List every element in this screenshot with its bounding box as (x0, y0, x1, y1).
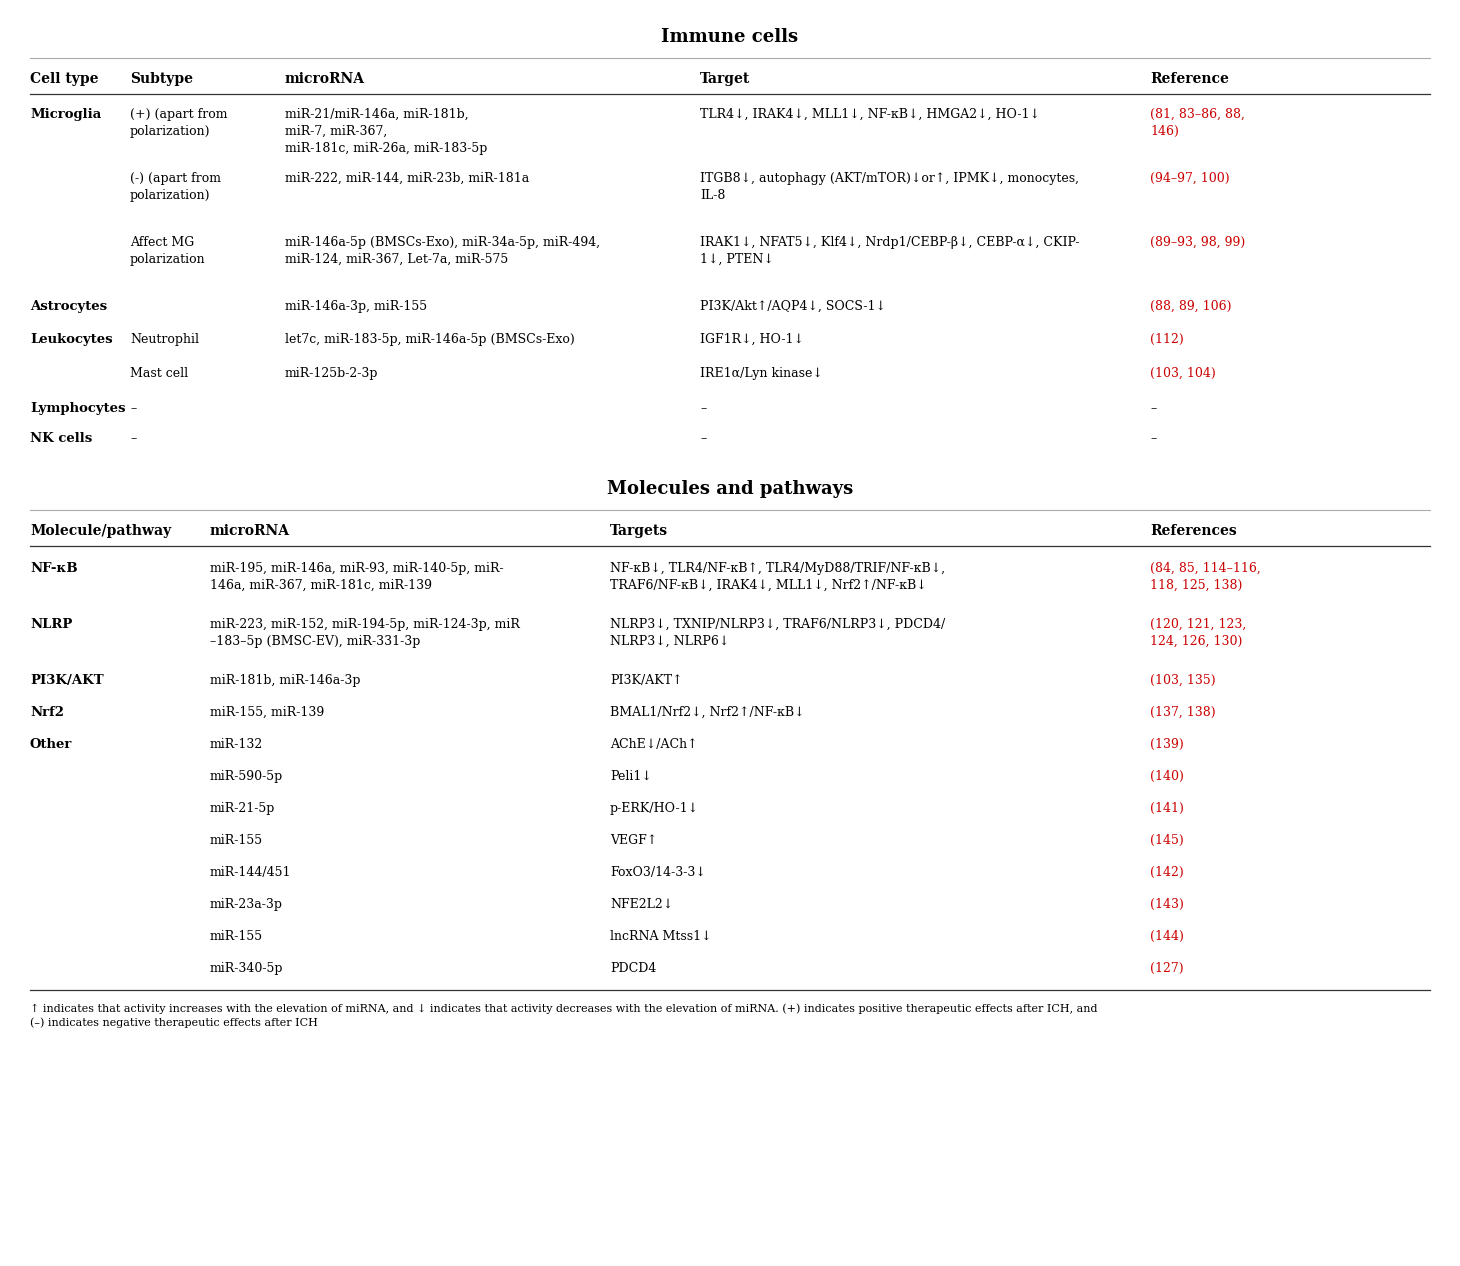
Text: Leukocytes: Leukocytes (31, 333, 112, 346)
Text: miR-132: miR-132 (210, 738, 263, 751)
Text: FoxO3/14-3-3↓: FoxO3/14-3-3↓ (610, 866, 705, 879)
Text: (+) (apart from
polarization): (+) (apart from polarization) (130, 108, 228, 138)
Text: miR-144/451: miR-144/451 (210, 866, 292, 879)
Text: (88, 89, 106): (88, 89, 106) (1150, 300, 1231, 313)
Text: miR-155, miR-139: miR-155, miR-139 (210, 706, 324, 719)
Text: Molecules and pathways: Molecules and pathways (607, 480, 853, 498)
Text: Affect MG
polarization: Affect MG polarization (130, 235, 206, 266)
Text: miR-590-5p: miR-590-5p (210, 770, 283, 782)
Text: BMAL1/Nrf2↓, Nrf2↑/NF-κB↓: BMAL1/Nrf2↓, Nrf2↑/NF-κB↓ (610, 706, 804, 719)
Text: miR-125b-2-3p: miR-125b-2-3p (285, 367, 378, 380)
Text: (127): (127) (1150, 962, 1184, 975)
Text: (94–97, 100): (94–97, 100) (1150, 172, 1229, 185)
Text: PI3K/Akt↑/AQP4↓, SOCS-1↓: PI3K/Akt↑/AQP4↓, SOCS-1↓ (699, 300, 886, 313)
Text: Subtype: Subtype (130, 72, 193, 86)
Text: ↑ indicates that activity increases with the elevation of miRNA, and ↓ indicates: ↑ indicates that activity increases with… (31, 1003, 1098, 1028)
Text: miR-23a-3p: miR-23a-3p (210, 898, 283, 912)
Text: (89–93, 98, 99): (89–93, 98, 99) (1150, 235, 1245, 249)
Text: TLR4↓, IRAK4↓, MLL1↓, NF-κB↓, HMGA2↓, HO-1↓: TLR4↓, IRAK4↓, MLL1↓, NF-κB↓, HMGA2↓, HO… (699, 108, 1040, 122)
Text: NFE2L2↓: NFE2L2↓ (610, 898, 673, 912)
Text: –: – (699, 432, 707, 446)
Text: miR-340-5p: miR-340-5p (210, 962, 283, 975)
Text: miR-146a-3p, miR-155: miR-146a-3p, miR-155 (285, 300, 428, 313)
Text: NLRP3↓, TXNIP/NLRP3↓, TRAF6/NLRP3↓, PDCD4/
NLRP3↓, NLRP6↓: NLRP3↓, TXNIP/NLRP3↓, TRAF6/NLRP3↓, PDCD… (610, 618, 945, 648)
Text: –: – (699, 403, 707, 415)
Text: ITGB8↓, autophagy (AKT/mTOR)↓or↑, IPMK↓, monocytes,
IL-8: ITGB8↓, autophagy (AKT/mTOR)↓or↑, IPMK↓,… (699, 172, 1079, 203)
Text: Lymphocytes: Lymphocytes (31, 403, 126, 415)
Text: miR-155: miR-155 (210, 834, 263, 847)
Text: miR-21/miR-146a, miR-181b,
miR-7, miR-367,
miR-181c, miR-26a, miR-183-5p: miR-21/miR-146a, miR-181b, miR-7, miR-36… (285, 108, 488, 154)
Text: Peli1↓: Peli1↓ (610, 770, 651, 782)
Text: –: – (1150, 432, 1156, 446)
Text: Mast cell: Mast cell (130, 367, 188, 380)
Text: VEGF↑: VEGF↑ (610, 834, 657, 847)
Text: (103, 135): (103, 135) (1150, 674, 1216, 687)
Text: PDCD4: PDCD4 (610, 962, 657, 975)
Text: miR-195, miR-146a, miR-93, miR-140-5p, miR-
146a, miR-367, miR-181c, miR-139: miR-195, miR-146a, miR-93, miR-140-5p, m… (210, 562, 504, 592)
Text: (139): (139) (1150, 738, 1184, 751)
Text: (141): (141) (1150, 801, 1184, 815)
Text: let7c, miR-183-5p, miR-146a-5p (BMSCs-Exo): let7c, miR-183-5p, miR-146a-5p (BMSCs-Ex… (285, 333, 575, 346)
Text: NF-κB: NF-κB (31, 562, 77, 575)
Text: PI3K/AKT↑: PI3K/AKT↑ (610, 674, 683, 687)
Text: (142): (142) (1150, 866, 1184, 879)
Text: miR-181b, miR-146a-3p: miR-181b, miR-146a-3p (210, 674, 361, 687)
Text: (137, 138): (137, 138) (1150, 706, 1216, 719)
Text: –: – (130, 403, 136, 415)
Text: microRNA: microRNA (285, 72, 365, 86)
Text: Target: Target (699, 72, 750, 86)
Text: (144): (144) (1150, 931, 1184, 943)
Text: NF-κB↓, TLR4/NF-κB↑, TLR4/MyD88/TRIF/NF-κB↓,
TRAF6/NF-κB↓, IRAK4↓, MLL1↓, Nrf2↑/: NF-κB↓, TLR4/NF-κB↑, TLR4/MyD88/TRIF/NF-… (610, 562, 945, 592)
Text: (103, 104): (103, 104) (1150, 367, 1216, 380)
Text: miR-222, miR-144, miR-23b, miR-181a: miR-222, miR-144, miR-23b, miR-181a (285, 172, 529, 185)
Text: (112): (112) (1150, 333, 1184, 346)
Text: (120, 121, 123,
124, 126, 130): (120, 121, 123, 124, 126, 130) (1150, 618, 1247, 648)
Text: (143): (143) (1150, 898, 1184, 912)
Text: Immune cells: Immune cells (661, 28, 799, 46)
Text: Microglia: Microglia (31, 108, 101, 122)
Text: Neutrophil: Neutrophil (130, 333, 199, 346)
Text: AChE↓/ACh↑: AChE↓/ACh↑ (610, 738, 698, 751)
Text: lncRNA Mtss1↓: lncRNA Mtss1↓ (610, 931, 711, 943)
Text: IRAK1↓, NFAT5↓, Klf4↓, Nrdp1/CEBP-β↓, CEBP-α↓, CKIP-
1↓, PTEN↓: IRAK1↓, NFAT5↓, Klf4↓, Nrdp1/CEBP-β↓, CE… (699, 235, 1079, 266)
Text: Targets: Targets (610, 524, 669, 538)
Text: –: – (1150, 403, 1156, 415)
Text: microRNA: microRNA (210, 524, 291, 538)
Text: p-ERK/HO-1↓: p-ERK/HO-1↓ (610, 801, 699, 815)
Text: miR-223, miR-152, miR-194-5p, miR-124-3p, miR
–183–5p (BMSC-EV), miR-331-3p: miR-223, miR-152, miR-194-5p, miR-124-3p… (210, 618, 520, 648)
Text: NLRP: NLRP (31, 618, 73, 630)
Text: (84, 85, 114–116,
118, 125, 138): (84, 85, 114–116, 118, 125, 138) (1150, 562, 1261, 592)
Text: References: References (1150, 524, 1237, 538)
Text: miR-155: miR-155 (210, 931, 263, 943)
Text: Astrocytes: Astrocytes (31, 300, 107, 313)
Text: Nrf2: Nrf2 (31, 706, 64, 719)
Text: (81, 83–86, 88,
146): (81, 83–86, 88, 146) (1150, 108, 1245, 138)
Text: Molecule/pathway: Molecule/pathway (31, 524, 171, 538)
Text: Reference: Reference (1150, 72, 1229, 86)
Text: IRE1α/Lyn kinase↓: IRE1α/Lyn kinase↓ (699, 367, 823, 380)
Text: Other: Other (31, 738, 73, 751)
Text: NK cells: NK cells (31, 432, 92, 446)
Text: (145): (145) (1150, 834, 1184, 847)
Text: PI3K/AKT: PI3K/AKT (31, 674, 104, 687)
Text: (140): (140) (1150, 770, 1184, 782)
Text: –: – (130, 432, 136, 446)
Text: (-) (apart from
polarization): (-) (apart from polarization) (130, 172, 220, 203)
Text: Cell type: Cell type (31, 72, 98, 86)
Text: IGF1R↓, HO-1↓: IGF1R↓, HO-1↓ (699, 333, 804, 346)
Text: miR-21-5p: miR-21-5p (210, 801, 276, 815)
Text: miR-146a-5p (BMSCs-Exo), miR-34a-5p, miR-494,
miR-124, miR-367, Let-7a, miR-575: miR-146a-5p (BMSCs-Exo), miR-34a-5p, miR… (285, 235, 600, 266)
